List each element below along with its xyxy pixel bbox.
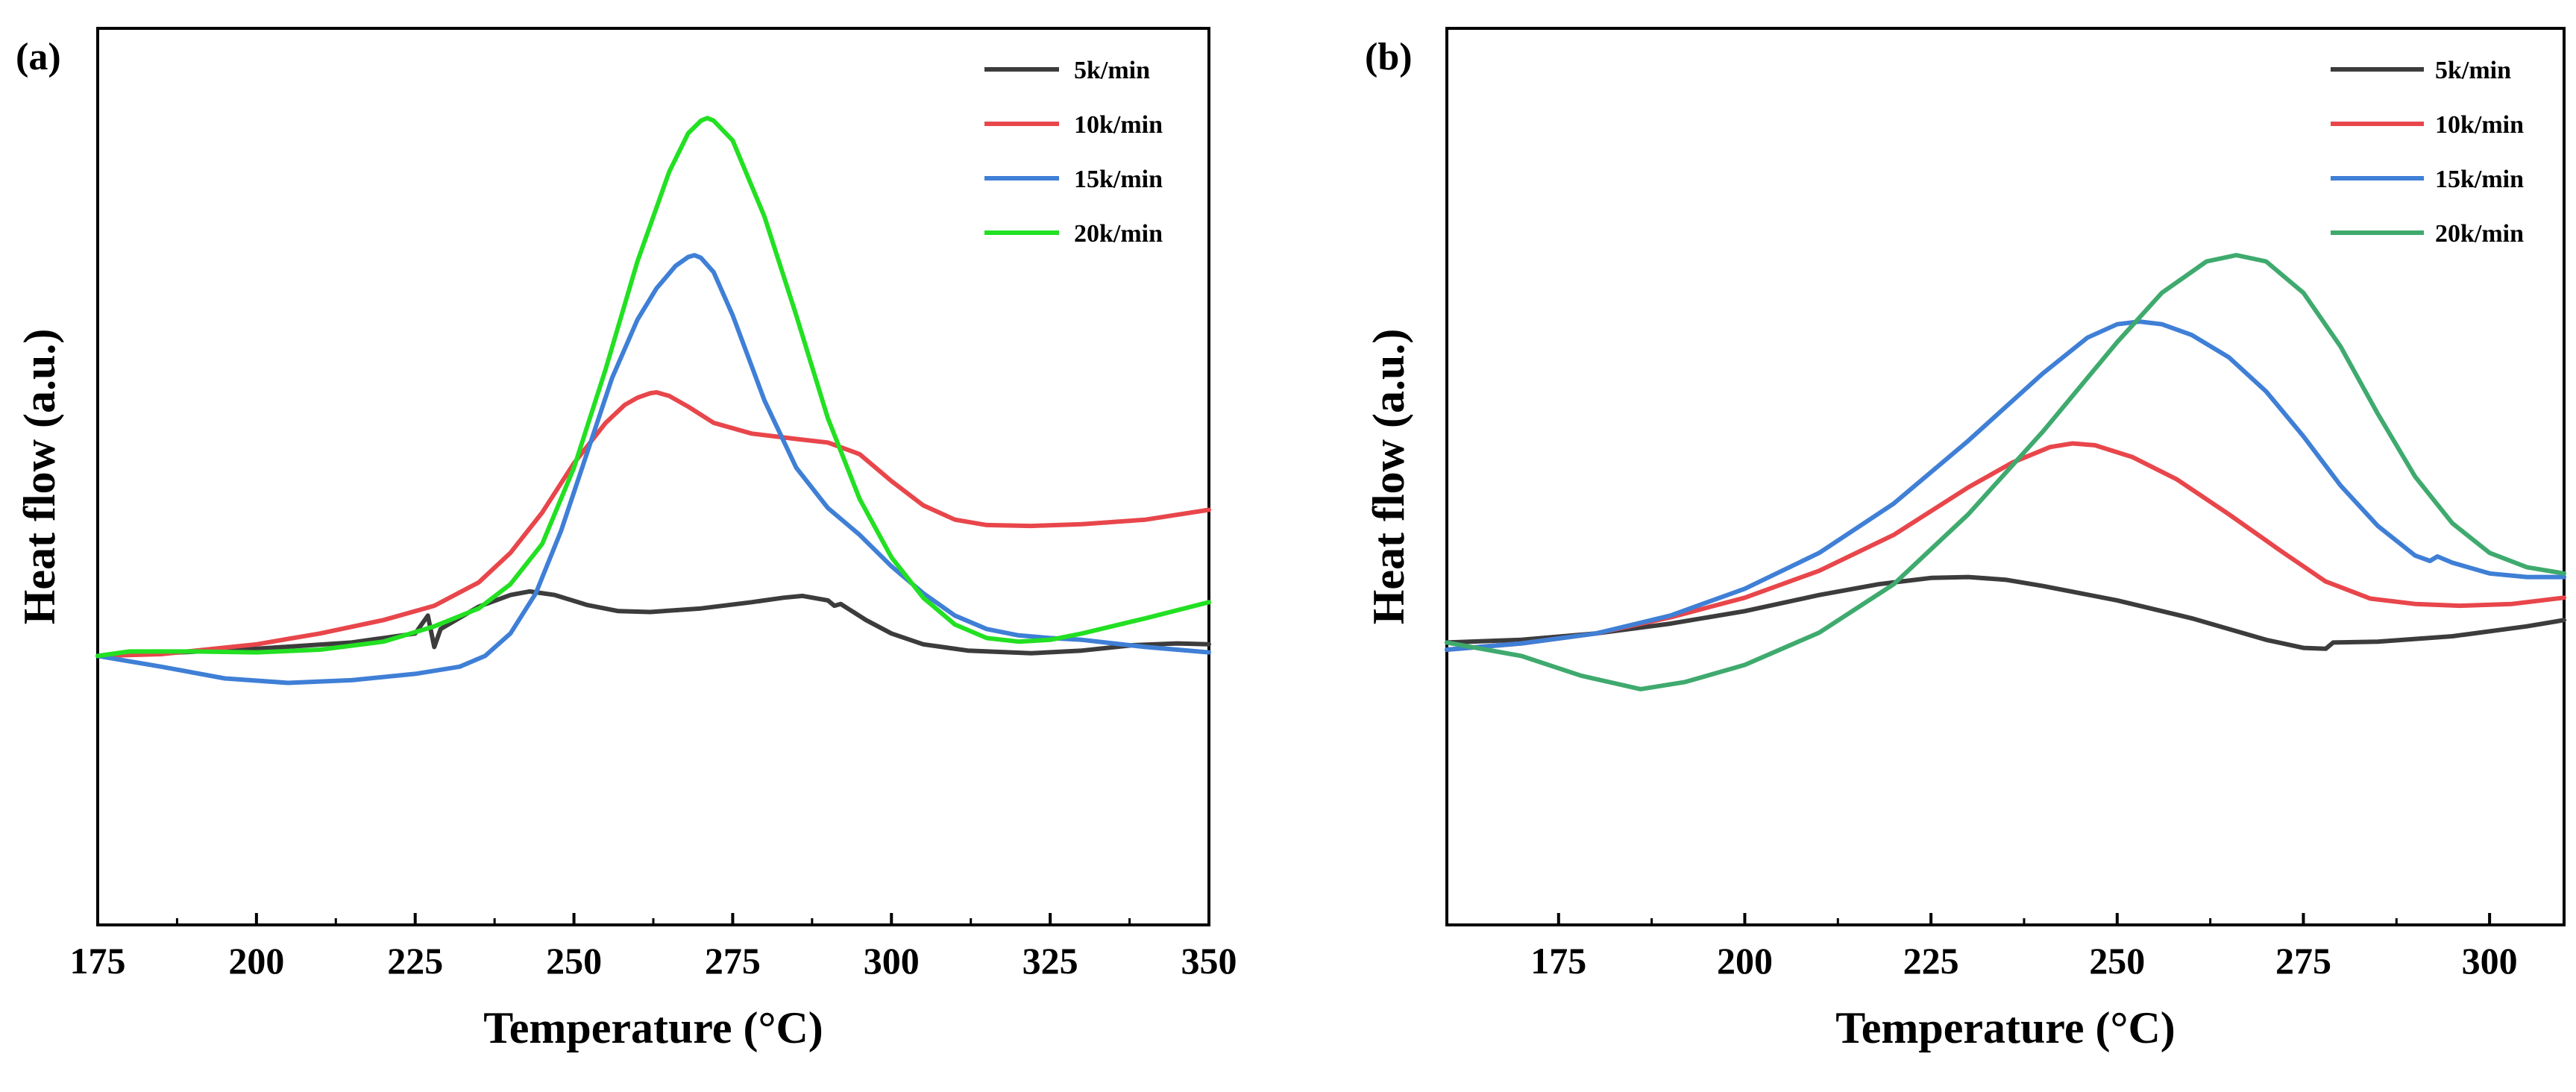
panel-label: (a) (16, 36, 61, 78)
chart-panel-b: 175 200 225 250 275 300 Temperature (°C) Heat f… (1364, 27, 2566, 1052)
series-line-20k-min (95, 116, 1211, 659)
legend-label: 20k/min (1074, 220, 1163, 248)
legend-label: 15k/min (2435, 166, 2524, 193)
x-tick-label: 300 (864, 940, 920, 982)
legend-label: 10k/min (1074, 111, 1163, 139)
panel-label: (b) (1365, 36, 1413, 78)
y-axis-title: Heat flow (a.u.) (1364, 329, 1413, 625)
legend-label: 10k/min (2435, 111, 2524, 139)
plot-frame (1445, 27, 2566, 926)
legend: 5k/min 10k/min 15k/min 20k/min (2331, 57, 2524, 248)
x-tick-label: 175 (1530, 940, 1586, 982)
y-axis-title: Heat flow (a.u.) (15, 329, 64, 625)
x-tick-label: 275 (705, 940, 761, 982)
x-tick-label: 275 (2275, 940, 2331, 982)
x-tick-label: 250 (2089, 940, 2145, 982)
legend-label: 15k/min (1074, 166, 1163, 193)
series-line-5k-min (1445, 574, 2566, 651)
legend-label: 20k/min (2435, 220, 2524, 248)
series-line-15k-min (1445, 319, 2566, 652)
chart-panel-a: 175 200 225 250 275 300 325 350 Temperature (°C)… (15, 27, 1237, 1052)
x-tick-label: 200 (1717, 940, 1773, 982)
legend-label: 5k/min (2435, 57, 2511, 84)
x-axis-title: Temperature (°C) (1835, 1003, 2176, 1052)
legend-label: 5k/min (1074, 57, 1150, 84)
series-line-10k-min (95, 390, 1211, 659)
legend: 5k/min 10k/min 15k/min 20k/min (984, 57, 1163, 248)
series-line-10k-min (1445, 441, 2566, 652)
series-line-20k-min (1445, 253, 2566, 691)
series-line-5k-min (95, 589, 1211, 659)
x-tick-label: 225 (1903, 940, 1959, 982)
x-axis-title: Temperature (°C) (483, 1003, 823, 1052)
series-line-15k-min (95, 253, 1211, 685)
x-tick-label: 300 (2462, 940, 2518, 982)
x-tick-label: 175 (70, 940, 126, 982)
x-tick-label: 200 (228, 940, 284, 982)
x-tick-label: 225 (387, 940, 443, 982)
x-tick-label: 325 (1022, 940, 1078, 982)
x-tick-label: 250 (546, 940, 602, 982)
plot-frame (96, 27, 1210, 926)
x-tick-label: 350 (1181, 940, 1237, 982)
